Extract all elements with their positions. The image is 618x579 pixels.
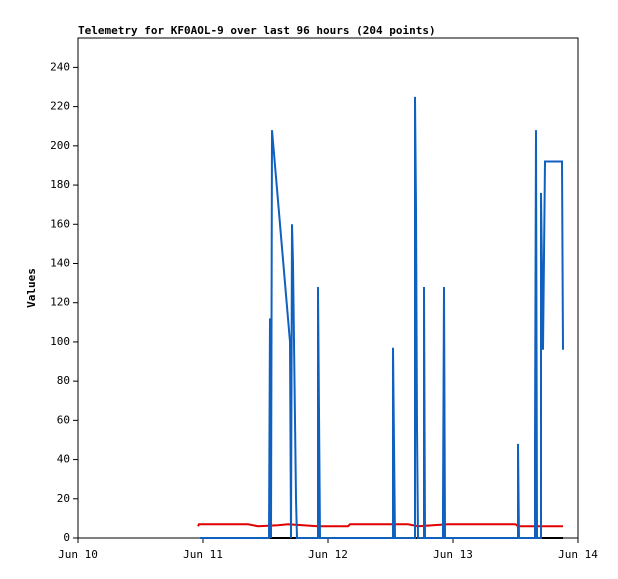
x-tick-label: Jun 11 [183,548,223,561]
x-tick-label: Jun 14 [558,548,598,561]
y-tick-label: 220 [50,100,70,113]
data-line [197,523,563,528]
y-tick-label: 180 [50,178,70,191]
y-tick-label: 0 [63,531,70,544]
x-tick-label: Jun 10 [58,548,98,561]
y-tick-label: 40 [57,453,70,466]
y-tick-label: 140 [50,256,70,269]
x-tick-label: Jun 13 [433,548,473,561]
data-line [200,96,564,539]
plot-frame [77,37,579,539]
y-tick-label: 80 [57,374,70,387]
x-tick-label: Jun 12 [308,548,348,561]
y-tick-label: 120 [50,296,70,309]
y-tick-label: 160 [50,217,70,230]
y-tick-label: 200 [50,139,70,152]
chart-title: Telemetry for KF0AOL-9 over last 96 hour… [78,24,436,37]
y-tick-label: 20 [57,492,70,505]
y-tick-label: 60 [57,413,70,426]
y-axis-label: Values [25,268,38,308]
y-tick-label: 100 [50,335,70,348]
y-tick-label: 240 [50,60,70,73]
